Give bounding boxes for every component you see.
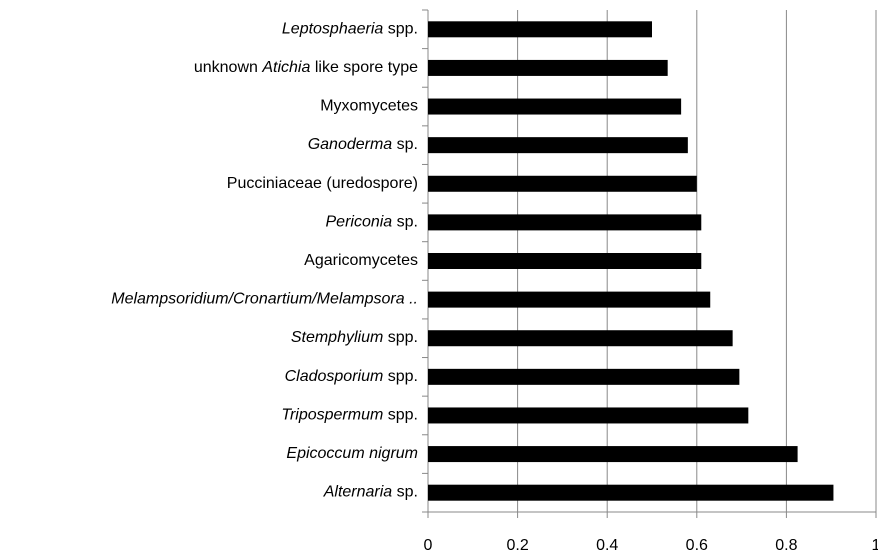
label-part: unknown [194,59,263,76]
y-tick-label: Pucciniaceae (uredospore) [227,175,418,192]
y-tick-label: unknown Atichia like spore type [194,59,418,76]
x-tick-label: 0.8 [775,537,797,554]
label-part: Tripospermum [281,407,383,424]
bar [428,253,702,269]
label-part: Leptosphaeria [282,21,384,38]
label-part: Agaricomycetes [304,252,418,269]
label-part: Pucciniaceae (uredospore) [227,175,418,192]
label-part: Periconia [326,214,393,231]
label-part: Stemphylium [291,329,383,346]
bar [428,137,688,154]
label-part: Atichia [261,59,310,76]
bar [428,21,652,38]
y-tick-label: Cladosporium spp. [285,368,418,385]
bar [428,214,702,231]
bar [428,330,733,347]
label-part: Myxomycetes [320,98,418,115]
bar [428,175,697,192]
y-tick-label: Ganoderma sp. [308,136,418,153]
bar [428,98,682,115]
label-part: Alternaria [323,484,393,501]
y-tick-label: Alternaria sp. [323,484,418,501]
label-part: Ganoderma [308,136,393,153]
bar [428,446,798,463]
label-part: Cladosporium [285,368,384,385]
y-tick-label: Epicoccum nigrum [286,445,418,462]
label-part: spp. [383,407,418,424]
label-part: Melampsoridium/Cronartium/Melampsora .. [111,291,418,308]
bar [428,368,740,385]
label-part: spp. [383,329,418,346]
label-part: Epicoccum nigrum [286,445,418,462]
x-tick-label: 0.6 [686,537,708,554]
x-tick-label: 0.4 [596,537,618,554]
label-part: like spore type [310,59,418,76]
y-tick-label: Melampsoridium/Cronartium/Melampsora .. [111,291,418,308]
label-part: spp. [383,21,418,38]
y-tick-label: Leptosphaeria spp. [282,21,418,38]
x-tick-label: 1 [872,537,878,554]
label-part: sp. [392,214,418,231]
y-tick-label: Periconia sp. [326,214,419,231]
bar [428,484,834,501]
label-part: sp. [392,484,418,501]
y-tick-label: Agaricomycetes [304,252,418,269]
x-tick-label: 0.2 [506,537,528,554]
y-tick-label: Myxomycetes [320,98,418,115]
label-part: spp. [383,368,418,385]
y-tick-label: Stemphylium spp. [291,329,418,346]
bar [428,291,711,308]
y-tick-label: Tripospermum spp. [281,407,418,424]
label-part: sp. [392,136,418,153]
bar [428,407,749,424]
bar [428,59,668,76]
x-tick-label: 0 [424,537,433,554]
